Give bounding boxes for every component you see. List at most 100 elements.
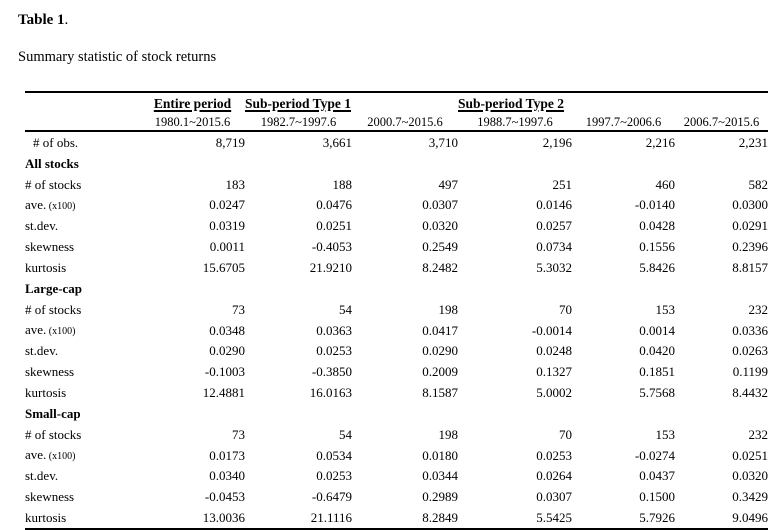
cell-value: 0.0476 (316, 197, 352, 213)
cell-value: -0.0274 (634, 447, 675, 463)
table-title: Table 1. (18, 11, 68, 29)
cell-value: 13.0036 (202, 510, 245, 526)
period-header: 2006.7~2015.6 (675, 115, 768, 132)
row-label: kurtosis (25, 510, 67, 526)
cell-value: 8.1587 (422, 385, 458, 401)
corner-cell (25, 115, 140, 132)
section-label: All stocks (25, 155, 79, 171)
cell-value: 5.5425 (536, 510, 572, 526)
cell-value: 0.0290 (422, 343, 458, 359)
table-row: # of obs. 8,719 3,661 3,710 2,196 2,216 2,231 (25, 131, 768, 153)
cell-value (572, 403, 675, 424)
column-group-entire-period: Entire period (153, 96, 232, 111)
cell-value: 16.0163 (309, 385, 352, 401)
corner-cell (25, 92, 140, 115)
cell-value (140, 153, 245, 174)
cell-value: -0.1003 (204, 364, 245, 380)
cell-value: 0.0320 (422, 218, 458, 234)
cell-value (352, 403, 458, 424)
cell-value: 0.2989 (422, 489, 458, 505)
cell-value: -0.6479 (311, 489, 352, 505)
cell-value: 0.0180 (422, 447, 458, 463)
cell-value: -0.3850 (311, 364, 352, 380)
cell-value: 0.0248 (536, 343, 572, 359)
table-row: ave. (x100) 0.0173 0.0534 0.0180 0.0253 -0.02… (25, 445, 768, 466)
cell-value: 0.0534 (316, 447, 352, 463)
cell-value: -0.0453 (204, 489, 245, 505)
row-label: st.dev. (25, 468, 59, 484)
table-row: st.dev. 0.0319 0.0251 0.0320 0.0257 0.0428 0.0… (25, 215, 768, 236)
cell-value: 0.0251 (732, 447, 768, 463)
cell-value: 0.0437 (639, 468, 675, 484)
period-header-row: 1980.1~2015.6 1982.7~1997.6 2000.7~2015.… (25, 115, 768, 132)
cell-value (458, 403, 572, 424)
period-header: 1988.7~1997.6 (458, 115, 572, 132)
cell-value: 0.0320 (732, 468, 768, 484)
cell-value: 54 (339, 301, 352, 317)
cell-value (675, 403, 768, 424)
cell-value: 0.3429 (732, 489, 768, 505)
cell-value (245, 403, 352, 424)
section-header-row: Small-cap (25, 403, 768, 424)
cell-value: 0.0290 (209, 343, 245, 359)
cell-value: 70 (559, 426, 572, 442)
group-header-row: Entire period Sub-period Type 1 Sub-peri… (25, 92, 768, 115)
cell-value (352, 153, 458, 174)
cell-value: 0.1851 (639, 364, 675, 380)
cell-value: 232 (748, 301, 769, 317)
cell-value: 0.1199 (732, 364, 768, 380)
cell-value: 5.7568 (639, 385, 675, 401)
period-header: 2000.7~2015.6 (352, 115, 458, 132)
cell-value: 8.2482 (422, 259, 458, 275)
cell-value: 3,661 (322, 134, 352, 150)
cell-value: 73 (232, 301, 245, 317)
table-row: kurtosis 12.4881 16.0163 8.1587 5.0002 5.7568… (25, 382, 768, 403)
cell-value: 0.0307 (422, 197, 458, 213)
cell-value: 251 (552, 176, 573, 192)
cell-value: 497 (438, 176, 459, 192)
row-label: st.dev. (25, 218, 59, 234)
table-row: # of stocks 183 188 497 251 460 582 (25, 174, 768, 195)
cell-value: 460 (655, 176, 676, 192)
cell-value: 0.0253 (316, 343, 352, 359)
cell-value: 0.0264 (536, 468, 572, 484)
section-header-row: All stocks (25, 153, 768, 174)
cell-value: 0.0251 (316, 218, 352, 234)
cell-value: 3,710 (428, 134, 458, 150)
row-label: # of stocks (25, 176, 82, 192)
cell-value: 153 (655, 426, 676, 442)
cell-value: 0.0173 (209, 447, 245, 463)
cell-value: 232 (748, 426, 769, 442)
cell-value: 0.0420 (639, 343, 675, 359)
row-label-note: (x100) (46, 326, 76, 338)
cell-value: 0.0319 (209, 218, 245, 234)
cell-value (572, 278, 675, 299)
cell-value (140, 278, 245, 299)
column-group-subperiod-type-1: Sub-period Type 1 (245, 96, 352, 111)
row-label: kurtosis (25, 385, 67, 401)
cell-value: 198 (438, 301, 459, 317)
cell-value: 0.0257 (536, 218, 572, 234)
cell-value: 54 (339, 426, 352, 442)
cell-value: -0.0140 (634, 197, 675, 213)
row-label-note: (x100) (46, 451, 76, 463)
cell-value: 15.6705 (202, 259, 245, 275)
cell-value (458, 278, 572, 299)
period-header: 1997.7~2006.6 (572, 115, 675, 132)
cell-value: 0.0417 (422, 322, 458, 338)
cell-value (245, 153, 352, 174)
table-title-period: . (64, 12, 69, 28)
column-group-subperiod-type-2: Sub-period Type 2 (458, 96, 565, 111)
cell-value: 5.0002 (536, 385, 572, 401)
cell-value: 198 (438, 426, 459, 442)
table-row: skewness -0.0453 -0.6479 0.2989 0.0307 0.1500… (25, 486, 768, 507)
cell-value (675, 278, 768, 299)
section-label: Large-cap (25, 280, 83, 296)
cell-value: 582 (748, 176, 769, 192)
table-row: skewness 0.0011 -0.4053 0.2549 0.0734 0.1556 0… (25, 236, 768, 257)
cell-value: 0.1556 (639, 239, 675, 255)
cell-value: 0.0253 (316, 468, 352, 484)
cell-value: 0.0263 (732, 343, 768, 359)
cell-value: 0.0247 (209, 197, 245, 213)
cell-value: 0.0344 (422, 468, 458, 484)
